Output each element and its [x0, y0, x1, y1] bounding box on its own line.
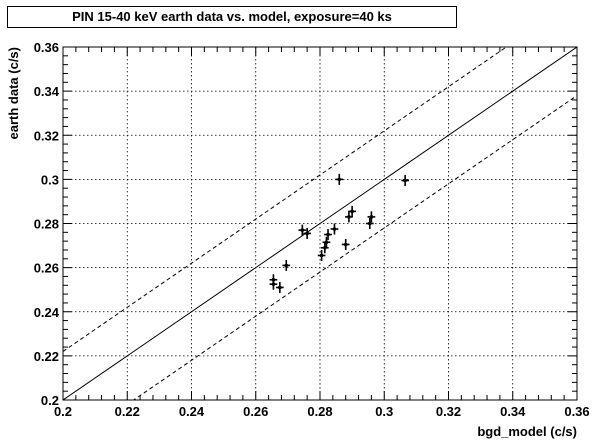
y-tick-label: 0.36 — [34, 40, 59, 55]
chart-title: PIN 15-40 keV earth data vs. model, expo… — [7, 6, 457, 28]
point-marker — [323, 246, 327, 250]
data-point — [324, 229, 332, 241]
point-marker — [324, 240, 328, 244]
point-marker — [368, 222, 372, 225]
point-marker — [300, 228, 304, 232]
data-point — [335, 173, 344, 185]
x-tick-label: 0.32 — [436, 404, 461, 419]
point-marker — [369, 215, 373, 219]
y-tick-label: 0.26 — [34, 261, 59, 276]
x-tick-label: 0.28 — [307, 404, 332, 419]
data-point — [401, 174, 409, 186]
point-marker — [344, 242, 348, 246]
point-marker — [350, 209, 354, 213]
data-point — [303, 227, 312, 239]
point-marker — [320, 253, 324, 257]
identity-line — [63, 47, 577, 400]
point-marker — [284, 263, 288, 267]
data-point — [298, 224, 307, 236]
data-point — [365, 217, 374, 230]
y-tick-label: 0.24 — [34, 305, 60, 320]
x-tick-label: 0.24 — [179, 404, 205, 419]
y-tick-label: 0.34 — [34, 84, 60, 99]
y-tick-label: 0.22 — [34, 349, 59, 364]
data-point — [320, 242, 329, 254]
dashed-reference-line — [63, 47, 508, 352]
data-point — [330, 223, 339, 235]
data-point — [269, 278, 278, 290]
y-tick-label: 0.32 — [34, 128, 59, 143]
x-tick-label: 0.3 — [375, 404, 393, 419]
x-axis-label: bgd_model (c/s) — [477, 424, 577, 439]
x-tick-label: 0.26 — [243, 404, 268, 419]
point-marker — [305, 231, 309, 235]
y-axis-label: earth data (c/s) — [6, 47, 21, 139]
data-point — [275, 281, 284, 293]
data-point — [322, 236, 331, 248]
x-tick-label: 0.22 — [115, 404, 140, 419]
data-point — [367, 211, 376, 223]
y-tick-label: 0.28 — [34, 217, 59, 232]
data-points — [269, 173, 409, 293]
data-point — [317, 249, 326, 262]
axis-ticks: 0.2 0.22 0.24 0.26 0.28 0.3 0.32 0.34 0.36 0.2 0.2… — [34, 40, 590, 419]
data-point — [348, 205, 356, 217]
point-marker — [337, 177, 341, 181]
reference-lines — [63, 47, 577, 400]
data-point — [282, 259, 291, 271]
y-tick-label: 0.3 — [41, 172, 59, 187]
point-marker — [326, 233, 330, 237]
y-tick-label: 0.2 — [41, 393, 59, 408]
x-tick-label: 0.2 — [54, 404, 72, 419]
data-point — [341, 238, 350, 250]
x-tick-label: 0.34 — [500, 404, 526, 419]
point-marker — [403, 178, 407, 182]
grid — [63, 47, 577, 400]
point-marker — [271, 282, 275, 286]
dashed-reference-line — [132, 95, 577, 400]
point-marker — [278, 285, 282, 289]
x-tick-label: 0.36 — [564, 404, 589, 419]
point-marker — [332, 227, 336, 231]
point-marker — [347, 215, 351, 219]
